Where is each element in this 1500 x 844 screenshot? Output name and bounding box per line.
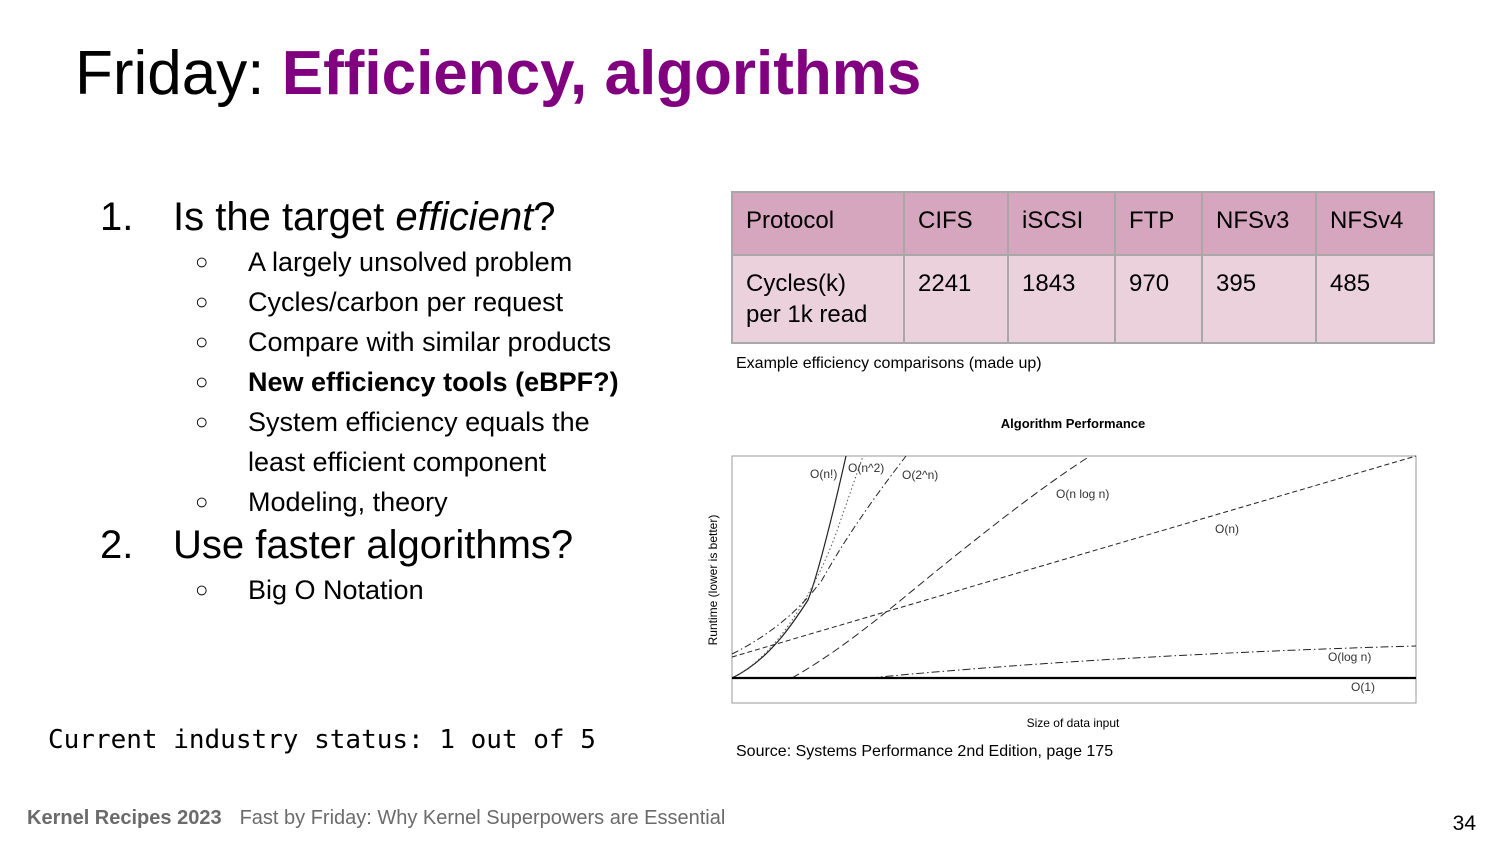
series-line-n-squared [731, 455, 864, 679]
slide-footer: Kernel Recipes 2023 Fast by Friday: Why K… [27, 806, 725, 830]
sub-item-text: Modeling, theory [248, 487, 448, 517]
sub-item-text: Big O Notation [248, 575, 424, 605]
slide-title: Friday: Efficiency, algorithms [75, 36, 921, 112]
page-number: 34 [1452, 812, 1476, 835]
sub-item: ○ Cycles/carbon per request [100, 282, 700, 322]
series-line-n [731, 455, 1417, 658]
y-axis-label: Runtime (lower is better) [706, 515, 720, 646]
efficiency-table: Protocol CIFS iSCSI FTP NFSv3 NFSv4 Cycl… [731, 191, 1435, 344]
sub-item-text: System efficiency equals the [248, 407, 590, 437]
table-row-label: Cycles(k) per 1k read [731, 254, 905, 344]
table-header-cell: CIFS [903, 191, 1009, 256]
plot-frame [731, 455, 1417, 704]
table-cell: 1843 [1007, 254, 1116, 344]
outline-text: Use faster algorithms? [173, 523, 574, 567]
outline-item-2: 2. Use faster algorithms? [100, 522, 700, 568]
table-header-cell: NFSv4 [1315, 191, 1435, 256]
sub-item: ○ Compare with similar products [100, 322, 700, 362]
series-line-n-factorial [731, 455, 847, 679]
series-label: O(n^2) [848, 461, 884, 475]
series-label: O(2^n) [902, 468, 938, 482]
title-accent: Efficiency, algorithms [281, 39, 922, 108]
series-line-2-power-n [731, 455, 907, 655]
industry-status: Current industry status: 1 out of 5 [48, 725, 596, 755]
algorithm-performance-chart: Algorithm Performance Runtime (lower is … [706, 416, 1417, 730]
sub-item-text: A largely unsolved problem [248, 247, 573, 277]
table-cell: 2241 [903, 254, 1009, 344]
outline-text-part: Is the target [173, 195, 396, 239]
chart-caption: Source: Systems Performance 2nd Edition,… [736, 743, 1114, 760]
footer-event: Kernel Recipes 2023 [27, 807, 222, 829]
table-cell: 970 [1114, 254, 1203, 344]
table-row: Cycles(k) per 1k read 2241 1843 970 395 4… [731, 254, 1435, 344]
row-label-line: per 1k read [746, 301, 868, 328]
bullet-icon: ○ [195, 369, 209, 394]
series-label: O(n!) [810, 467, 837, 481]
table-caption: Example efficiency comparisons (made up) [736, 355, 1042, 372]
outline-item-1: 1. Is the target efficient? [100, 194, 700, 240]
bullet-icon: ○ [195, 249, 209, 274]
sub-item: ○ System efficiency equals the [100, 402, 700, 442]
x-axis-label: Size of data input [1027, 716, 1120, 730]
sub-item: ○ Modeling, theory [100, 482, 700, 522]
footer-talk-title: Fast by Friday: Why Kernel Superpowers a… [239, 807, 726, 829]
series-line-n-log-n [791, 455, 1091, 679]
sub-item-text: Compare with similar products [248, 327, 612, 357]
bullet-icon: ○ [195, 289, 209, 314]
title-prefix: Friday: [75, 39, 282, 108]
table-header-cell: iSCSI [1007, 191, 1116, 256]
series-line-log-n [869, 645, 1417, 679]
outline-text-italic: efficient [395, 195, 534, 239]
series-label: O(log n) [1328, 650, 1371, 664]
bullet-icon: ○ [195, 409, 209, 434]
bullet-icon: ○ [195, 329, 209, 354]
table-header-cell: FTP [1114, 191, 1203, 256]
series-label: O(n log n) [1056, 487, 1109, 501]
sub-item-text: Cycles/carbon per request [248, 287, 564, 317]
bullet-icon: ○ [195, 577, 209, 602]
bullet-icon: ○ [195, 489, 209, 514]
sub-item-continuation: least efficient component [100, 442, 700, 482]
sub-item: ○ A largely unsolved problem [100, 242, 700, 282]
sub-item-text: New efficiency tools (eBPF?) [248, 367, 619, 397]
outline-text-part: ? [533, 195, 556, 239]
sub-item-text: least efficient component [248, 447, 547, 477]
outline-number: 2. [100, 523, 134, 567]
table-cell: 485 [1315, 254, 1435, 344]
table-header-cell: Protocol [731, 191, 905, 256]
outline-number: 1. [100, 195, 134, 239]
series-label: O(n) [1215, 522, 1239, 536]
row-label-line: Cycles(k) [746, 270, 846, 297]
table-header-cell: NFSv3 [1201, 191, 1317, 256]
chart-title: Algorithm Performance [1001, 416, 1145, 431]
series-label: O(1) [1351, 680, 1375, 694]
outline-list: 1. Is the target efficient? ○ A largely u… [100, 194, 700, 610]
table-cell: 395 [1201, 254, 1317, 344]
outline-text: Is the target efficient? [173, 194, 555, 240]
table-header-row: Protocol CIFS iSCSI FTP NFSv3 NFSv4 [731, 191, 1435, 256]
sub-item: ○ New efficiency tools (eBPF?) [100, 362, 700, 402]
sub-item: ○ Big O Notation [100, 570, 700, 610]
